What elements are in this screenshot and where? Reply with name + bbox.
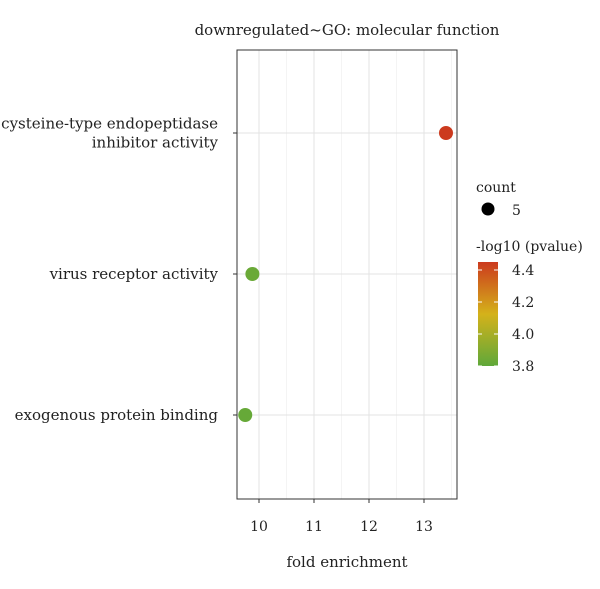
x-tick-label: 12 [360, 519, 378, 535]
legend-pvalue-title: -log10 (pvalue) [476, 239, 583, 255]
colorbar-tick-label: 4.4 [512, 263, 534, 279]
x-tick-label: 13 [415, 519, 433, 535]
x-axis-title: fold enrichment [286, 553, 407, 571]
colorbar-tick-label: 4.2 [512, 295, 534, 311]
x-tick-label: 11 [305, 519, 323, 535]
colorbar-tick-label: 4.0 [512, 327, 534, 343]
x-tick-label: 10 [250, 519, 268, 535]
x-axis-ticks [258, 499, 425, 503]
category-label: cysteine-type endopeptidase [1, 115, 218, 133]
category-label: exogenous protein binding [15, 406, 219, 424]
chart-title: downregulated~GO: molecular function [195, 21, 500, 39]
legend-count-value: 5 [512, 203, 521, 219]
legend-count-title: count [476, 180, 516, 196]
data-point [245, 267, 260, 281]
colorbar-tick-label: 3.8 [512, 359, 534, 375]
legend-colorbar-ticks: 4.4 4.2 4.0 3.8 [478, 263, 534, 375]
data-point [439, 126, 453, 140]
x-tick-labels: 10 11 12 13 [250, 519, 433, 535]
y-axis-ticks [233, 132, 237, 416]
grid-lines [237, 50, 457, 499]
legend-colorbar [478, 262, 498, 366]
category-label: inhibitor activity [92, 134, 219, 152]
legend-count-dot [481, 202, 495, 216]
category-label: virus receptor activity [49, 265, 219, 283]
data-points [238, 126, 453, 422]
data-point [238, 408, 253, 422]
legend: count 5 -log10 (pvalue) 4.4 4.2 4.0 3.8 [476, 180, 583, 375]
